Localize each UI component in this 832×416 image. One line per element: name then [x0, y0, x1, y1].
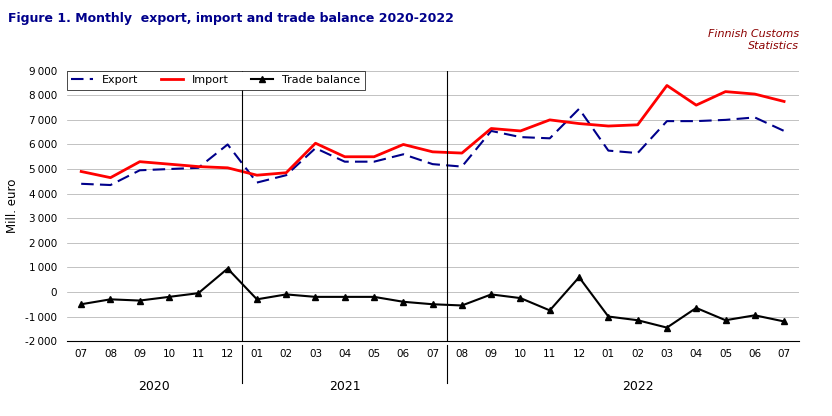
- Y-axis label: Mill. euro: Mill. euro: [7, 179, 19, 233]
- Legend: Export, Import, Trade balance: Export, Import, Trade balance: [67, 71, 364, 89]
- Text: 2022: 2022: [622, 380, 653, 393]
- Text: 2021: 2021: [329, 380, 360, 393]
- Text: 2020: 2020: [139, 380, 171, 393]
- Text: Figure 1. Monthly  export, import and trade balance 2020-2022: Figure 1. Monthly export, import and tra…: [8, 12, 454, 25]
- Text: Finnish Customs
Statistics: Finnish Customs Statistics: [707, 29, 799, 51]
